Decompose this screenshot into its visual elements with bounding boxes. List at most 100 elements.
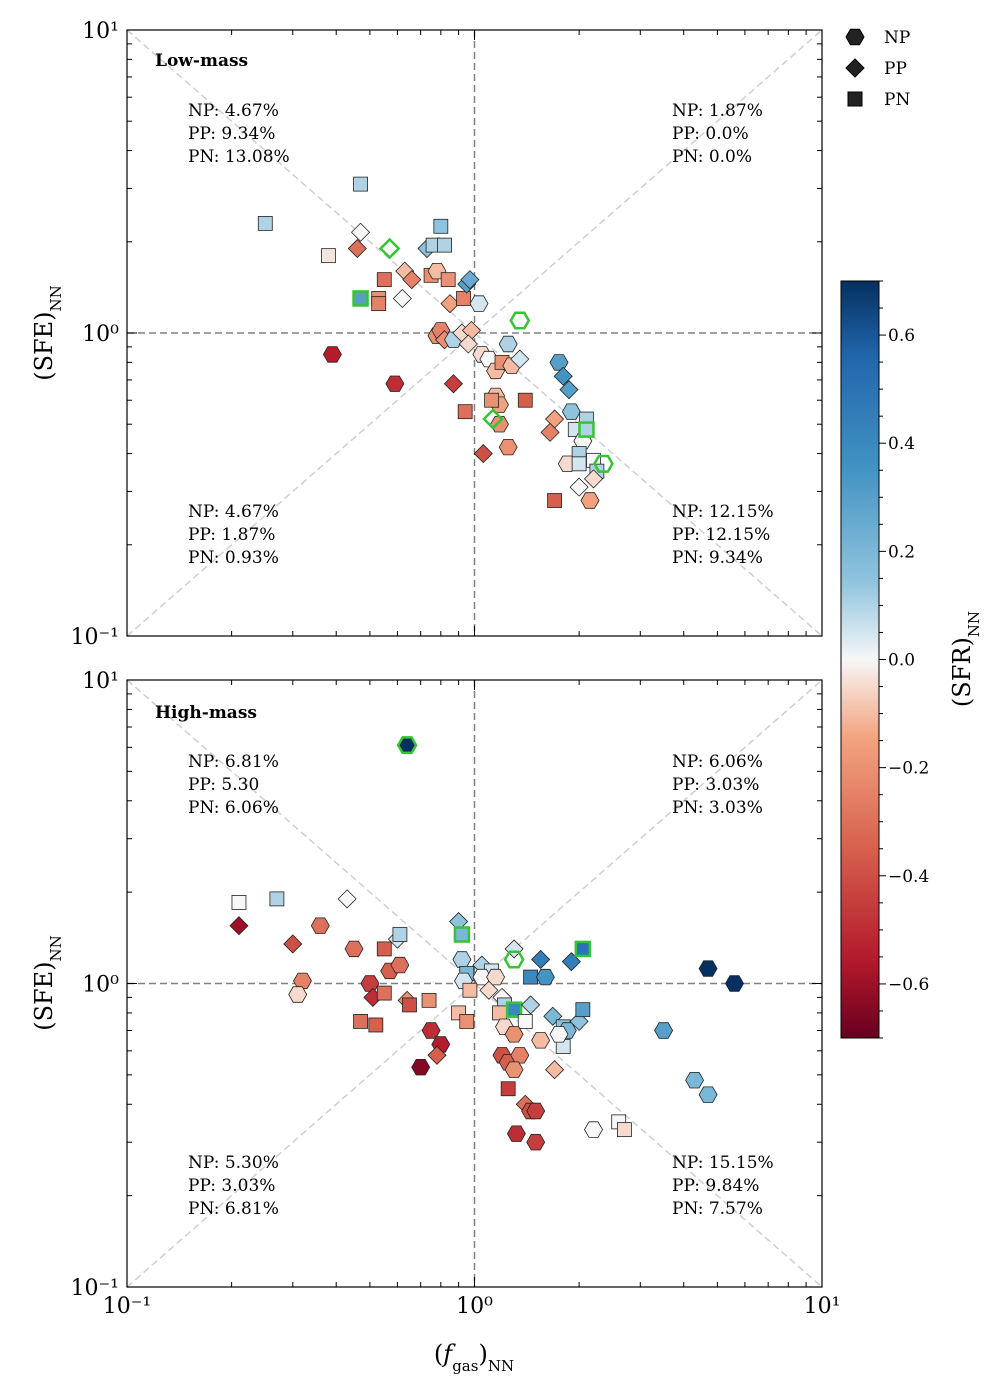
data-point-np (506, 1125, 526, 1142)
colorbar-tick-label: −0.2 (888, 759, 929, 779)
legend: NP PP PN (845, 28, 910, 110)
quadrant-line: NP: 6.06% (672, 752, 763, 772)
data-point-pn (368, 1017, 384, 1033)
data-point-np (411, 1059, 431, 1076)
x-axis-label: (fgas)NN (434, 1340, 514, 1375)
colorbar-tick-label: 0.2 (888, 542, 915, 562)
data-point-np (452, 951, 472, 968)
data-point-np (549, 354, 569, 371)
data-point-pp (479, 980, 499, 1000)
quadrant-line: PN: 13.08% (188, 147, 290, 167)
high-mass-y-axis-label: (SFE)NN (30, 935, 65, 1031)
data-point-pp (460, 270, 480, 290)
data-point-np (498, 438, 518, 456)
data-point-pp (350, 222, 371, 242)
quadrant-line: NP: 4.67% (188, 101, 279, 121)
data-point-np (360, 975, 380, 992)
legend-marker-np (845, 28, 865, 46)
data-point-pn (517, 1014, 533, 1029)
low-mass-quadrant-bottom-right: NP: 12.15% PP: 12.15% PN: 9.34% (672, 502, 774, 568)
quadrant-line: PN: 0.93% (188, 548, 279, 568)
data-point-pp (569, 477, 589, 497)
data-point-np (580, 492, 600, 509)
x-tick-label: 10⁻¹ (103, 1294, 151, 1319)
legend-label-pn: PN (884, 90, 910, 110)
low-mass-panel: 10⁻¹ 10⁰ 10¹ (71, 19, 823, 650)
data-point-pn (517, 392, 533, 408)
low-mass-quadrant-bottom-left: NP: 4.67% PP: 1.87% PN: 0.93% (188, 502, 279, 568)
data-point-np (561, 403, 581, 420)
data-point-np (654, 1022, 674, 1039)
quadrant-line: PP: 3.03% (188, 1176, 275, 1196)
data-point-pp (540, 422, 560, 442)
quadrant-line: PP: 1.87% (188, 525, 275, 545)
data-point-np (504, 1026, 524, 1043)
data-point-pn (575, 1002, 591, 1018)
data-point-np (549, 1026, 569, 1043)
data-point-pp (510, 349, 530, 369)
data-point-pn (392, 927, 408, 942)
data-point-np (526, 1102, 546, 1120)
quadrant-line: NP: 15.15% (672, 1153, 774, 1173)
data-point-pn (462, 982, 478, 998)
data-point-pn (484, 392, 500, 408)
data-point-np (584, 1121, 603, 1138)
legend-marker-pn (847, 91, 863, 107)
data-point-np (685, 1072, 705, 1089)
data-point-np (592, 454, 614, 473)
y-tick-label: 10¹ (82, 19, 119, 44)
data-point-pn (376, 941, 392, 957)
data-point-pn (505, 1001, 523, 1018)
y-tick-label: 10⁰ (82, 973, 119, 998)
colorbar-tick-label: −0.6 (888, 975, 929, 995)
high-mass-quadrant-top-left: NP: 6.81% PP: 5.30 PN: 6.06% (188, 752, 279, 818)
data-point-np (504, 1061, 524, 1078)
data-point-np (469, 295, 489, 312)
data-point-np (503, 950, 525, 969)
data-point-pp (583, 469, 604, 489)
data-point-pp (531, 949, 551, 970)
data-point-np (288, 986, 308, 1003)
x-tick-label: 10⁰ (456, 1294, 493, 1319)
data-point-pn (376, 985, 392, 1001)
colorbar-tick-label: −0.4 (888, 867, 929, 887)
legend-marker-pp (845, 58, 865, 78)
data-point-pn (616, 1122, 632, 1138)
data-point-pn (574, 940, 592, 958)
data-point-pn (437, 237, 452, 253)
data-point-np (486, 968, 506, 986)
quadrant-line: PN: 7.57% (672, 1199, 763, 1219)
data-point-pn (492, 1005, 507, 1021)
quadrant-line: NP: 6.81% (188, 752, 279, 772)
data-point-pn (523, 969, 538, 985)
quadrant-line: PP: 5.30 (188, 775, 259, 795)
data-point-np (293, 972, 312, 990)
data-point-pn (440, 272, 456, 288)
quadrant-line: NP: 5.30% (188, 1153, 279, 1173)
data-point-pn (402, 997, 417, 1013)
data-point-pp (427, 1045, 447, 1065)
data-point-pp (473, 444, 493, 464)
low-mass-quadrant-top-right: NP: 1.87% PP: 0.0% PN: 0.0% (672, 101, 763, 167)
quadrant-line: PN: 3.03% (672, 798, 763, 818)
x-tick-label: 10¹ (804, 1294, 841, 1319)
y-tick-label: 10¹ (82, 669, 119, 694)
quadrant-line: NP: 12.15% (672, 502, 774, 522)
data-point-pn (453, 926, 471, 943)
quadrant-line: NP: 4.67% (188, 502, 279, 522)
data-point-pn (457, 404, 473, 420)
data-point-pn (459, 1014, 475, 1029)
data-point-pp (378, 237, 401, 260)
y-tick-label: 10⁰ (82, 322, 119, 347)
data-point-pn (231, 895, 247, 910)
data-point-pn (433, 218, 449, 234)
legend-label-np: NP (884, 28, 910, 48)
data-point-np (396, 736, 418, 755)
colorbar-tick-label: 0.4 (888, 434, 915, 454)
data-point-pp (229, 916, 249, 936)
data-point-pn (353, 176, 368, 192)
data-point-np (509, 311, 531, 330)
data-point-pp (561, 952, 581, 972)
data-point-np (344, 940, 364, 958)
data-point-pn (353, 1014, 368, 1029)
